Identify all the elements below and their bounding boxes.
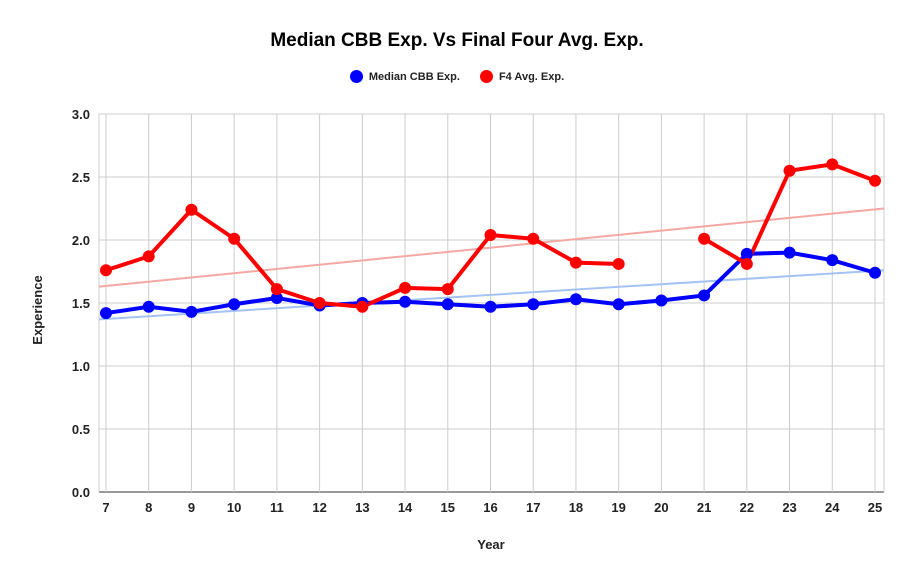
data-point-0[interactable] — [569, 293, 582, 306]
data-point-1[interactable] — [698, 232, 711, 245]
data-point-0[interactable] — [869, 266, 881, 279]
legend-marker-f4 — [479, 70, 493, 83]
y-tick-label: 2.5 — [72, 170, 90, 185]
data-point-1[interactable] — [270, 283, 283, 296]
x-tick-label: 16 — [483, 500, 497, 515]
data-point-1[interactable] — [740, 257, 753, 270]
data-point-0[interactable] — [783, 246, 796, 259]
data-point-0[interactable] — [399, 295, 412, 308]
data-point-0[interactable] — [655, 294, 668, 307]
x-tick-label: 8 — [145, 500, 152, 515]
x-tick-label: 11 — [270, 500, 284, 515]
data-point-1[interactable] — [100, 264, 112, 277]
x-tick-label: 12 — [312, 500, 326, 515]
data-point-0[interactable] — [826, 254, 839, 267]
x-axis-title: Year — [477, 537, 504, 552]
data-point-0[interactable] — [142, 300, 155, 313]
x-tick-label: 17 — [526, 500, 540, 515]
data-point-1[interactable] — [356, 300, 369, 313]
x-tick-label: 23 — [782, 500, 796, 515]
data-point-0[interactable] — [270, 291, 283, 304]
legend-label-median: Median CBB Exp. — [368, 70, 460, 83]
legend-item-median[interactable]: Median CBB Exp. — [349, 70, 460, 83]
trendline-0 — [98, 269, 885, 321]
data-point-0[interactable] — [100, 307, 112, 320]
legend-item-f4[interactable]: F4 Avg. Exp. — [479, 70, 565, 83]
x-tick-label: 7 — [102, 500, 109, 515]
data-point-0[interactable] — [441, 298, 454, 311]
data-point-0[interactable] — [185, 305, 198, 318]
x-tick-label: 14 — [398, 500, 413, 515]
data-point-1[interactable] — [484, 228, 497, 241]
data-point-1[interactable] — [612, 257, 625, 270]
y-tick-label: 3.0 — [72, 107, 90, 122]
x-tick-label: 21 — [697, 500, 711, 515]
data-point-1[interactable] — [869, 174, 881, 187]
series-points — [100, 158, 881, 320]
trendlines — [98, 207, 885, 321]
y-tick-label: 1.0 — [72, 359, 90, 374]
data-point-0[interactable] — [484, 300, 497, 313]
data-point-1[interactable] — [228, 232, 241, 245]
data-point-1[interactable] — [441, 283, 454, 296]
x-tick-label: 19 — [611, 500, 625, 515]
trendline-1 — [98, 207, 885, 288]
chart-title: Median CBB Exp. Vs Final Four Avg. Exp. — [270, 30, 644, 51]
y-axis-title: Experience — [30, 275, 45, 344]
data-point-0[interactable] — [228, 298, 241, 311]
data-point-0[interactable] — [740, 247, 753, 260]
x-tick-label: 10 — [227, 500, 241, 515]
x-tick-label: 24 — [825, 500, 840, 515]
x-tick-label: 20 — [654, 500, 668, 515]
y-tick-label: 2.0 — [72, 233, 90, 248]
data-point-1[interactable] — [527, 232, 540, 245]
x-tick-label: 13 — [355, 500, 369, 515]
data-point-1[interactable] — [185, 203, 198, 216]
x-tick-label: 18 — [569, 500, 583, 515]
data-point-1[interactable] — [399, 281, 412, 294]
data-point-1[interactable] — [783, 164, 796, 177]
data-point-0[interactable] — [612, 298, 625, 311]
x-tick-label: 25 — [868, 500, 882, 515]
y-tick-label: 0.0 — [72, 485, 90, 500]
data-point-0[interactable] — [527, 298, 540, 311]
legend-label-f4: F4 Avg. Exp. — [498, 70, 565, 83]
data-point-1[interactable] — [142, 250, 155, 263]
y-tick-label: 0.5 — [72, 422, 90, 437]
legend-marker-median — [349, 70, 363, 83]
y-axis-ticks: 0.0 0.5 1.0 1.5 2.0 2.5 3.0 — [72, 107, 90, 500]
y-tick-label: 1.5 — [72, 296, 90, 311]
legend: Median CBB Exp. F4 Avg. Exp. — [0, 70, 914, 83]
data-point-0[interactable] — [698, 289, 711, 302]
x-axis-ticks: 7 8 9 10 11 12 13 14 15 16 17 18 19 20 21 22 23 24 25 — [102, 500, 882, 515]
x-tick-label: 15 — [441, 500, 455, 515]
x-tick-label: 22 — [740, 500, 754, 515]
data-point-1[interactable] — [569, 256, 582, 269]
data-point-1[interactable] — [313, 297, 326, 309]
x-tick-label: 9 — [188, 500, 195, 515]
data-point-1[interactable] — [826, 158, 839, 171]
